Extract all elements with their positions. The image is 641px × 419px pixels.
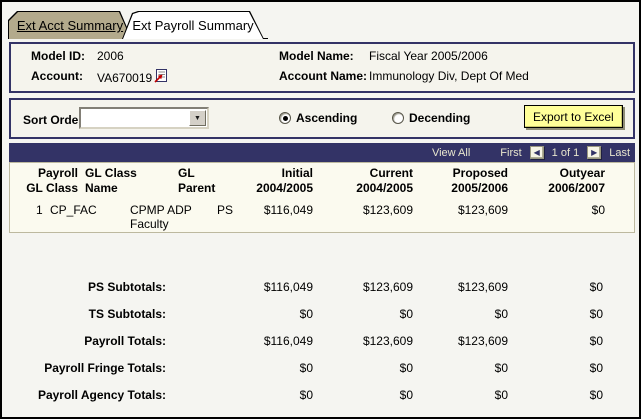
total-current: $123,609 bbox=[362, 334, 413, 348]
total-outyear: $0 bbox=[589, 388, 603, 402]
total-current: $123,609 bbox=[362, 280, 413, 294]
col-header-initial: Initial 2004/2005 bbox=[256, 166, 313, 195]
account-label: Account: bbox=[31, 69, 83, 83]
export-to-excel-button[interactable]: Export to Excel bbox=[524, 105, 623, 128]
account-name-value: Immunology Div, Dept Of Med bbox=[369, 69, 529, 83]
tab-fill bbox=[9, 12, 131, 39]
total-outyear: $0 bbox=[589, 280, 603, 294]
cell-outyear: $0 bbox=[591, 203, 605, 217]
account-value: VA670019 bbox=[97, 70, 153, 85]
ascending-radio[interactable] bbox=[279, 112, 291, 124]
cell-gl-class-name: CPMP ADP Faculty bbox=[130, 203, 192, 231]
total-current: $0 bbox=[399, 388, 413, 402]
total-initial: $0 bbox=[299, 388, 313, 402]
sort-order-select[interactable]: ▼ bbox=[79, 107, 209, 129]
transfer-icon[interactable] bbox=[154, 69, 168, 86]
total-proposed: $123,609 bbox=[457, 334, 508, 348]
total-initial: $116,049 bbox=[263, 334, 313, 348]
col-header-gl-parent: GL Parent bbox=[178, 166, 216, 195]
payroll-grid: Payroll GL Class GL Class Name GL Parent… bbox=[9, 162, 635, 233]
total-label: Payroll Totals: bbox=[84, 334, 166, 348]
account-value-group: VA670019 bbox=[97, 69, 168, 86]
model-id-value: 2006 bbox=[97, 49, 124, 63]
ascending-label: Ascending bbox=[296, 111, 358, 125]
tab-label[interactable]: Ext Acct Summary bbox=[16, 18, 124, 33]
col-header-current: Current 2004/2005 bbox=[356, 166, 413, 195]
total-initial: $0 bbox=[299, 361, 313, 375]
next-page-icon[interactable]: ▶ bbox=[587, 146, 602, 159]
total-initial: $116,049 bbox=[263, 280, 313, 294]
descending-label: Decending bbox=[409, 111, 471, 125]
grid-navigation-bar: View All First ◀ 1 of 1 ▶ Last bbox=[9, 143, 635, 162]
model-info-groupbox: Model ID: 2006 Model Name: Fiscal Year 2… bbox=[9, 42, 635, 93]
payroll-fringe-totals-row: Payroll Fringe Totals: $0 $0 $0 $0 bbox=[9, 361, 635, 376]
payroll-totals-row: Payroll Totals: $116,049 $123,609 $123,6… bbox=[9, 334, 635, 349]
last-link[interactable]: Last bbox=[609, 146, 630, 159]
tab-label[interactable]: Ext Payroll Summary bbox=[132, 18, 254, 33]
tab-ext-acct-summary[interactable]: Ext Acct Summary bbox=[8, 11, 132, 39]
sort-order-label: Sort Order: bbox=[23, 113, 88, 127]
cell-gl-parent: PS bbox=[217, 203, 234, 217]
tab-fill bbox=[123, 12, 263, 39]
col-header-payroll-gl-class: Payroll GL Class bbox=[26, 166, 78, 195]
previous-page-icon[interactable]: ◀ bbox=[529, 146, 544, 159]
view-all-link[interactable]: View All bbox=[431, 146, 471, 159]
first-link[interactable]: First bbox=[500, 146, 522, 159]
total-label: Payroll Agency Totals: bbox=[37, 388, 166, 402]
account-name-label: Account Name: bbox=[279, 69, 368, 83]
ts-subtotals-row: TS Subtotals: $0 $0 $0 $0 bbox=[9, 307, 635, 322]
cell-payroll-gl-class: CP_FAC bbox=[50, 203, 97, 217]
model-name-label: Model Name: bbox=[279, 49, 354, 63]
model-name-value: Fiscal Year 2005/2006 bbox=[369, 49, 488, 63]
col-header-outyear: Outyear 2006/2007 bbox=[548, 166, 605, 195]
total-outyear: $0 bbox=[589, 334, 603, 348]
total-proposed: $0 bbox=[494, 307, 508, 321]
model-id-label: Model ID: bbox=[31, 49, 85, 63]
total-label: TS Subtotals: bbox=[88, 307, 166, 321]
total-current: $0 bbox=[399, 307, 413, 321]
radio-dot bbox=[282, 115, 288, 121]
cell-initial: $116,049 bbox=[263, 203, 313, 217]
col-header-gl-class-name: GL Class Name bbox=[85, 166, 137, 195]
chevron-down-icon[interactable]: ▼ bbox=[189, 110, 206, 126]
total-outyear: $0 bbox=[589, 307, 603, 321]
total-proposed: $123,609 bbox=[457, 280, 508, 294]
total-proposed: $0 bbox=[494, 388, 508, 402]
cell-proposed: $123,609 bbox=[457, 203, 508, 217]
descending-radio[interactable] bbox=[392, 112, 404, 124]
page-position: 1 of 1 bbox=[551, 146, 580, 159]
total-label: PS Subtotals: bbox=[87, 280, 166, 294]
tab-ext-payroll-summary[interactable]: Ext Payroll Summary bbox=[122, 11, 264, 39]
total-outyear: $0 bbox=[589, 361, 603, 375]
total-proposed: $0 bbox=[494, 361, 508, 375]
total-label: Payroll Fringe Totals: bbox=[44, 361, 166, 375]
total-initial: $0 bbox=[299, 307, 313, 321]
total-current: $0 bbox=[399, 361, 413, 375]
payroll-agency-totals-row: Payroll Agency Totals: $0 $0 $0 $0 bbox=[9, 388, 635, 403]
sort-order-groupbox: Sort Order: ▼ Ascending Decending Export… bbox=[9, 98, 635, 139]
ps-subtotals-row: PS Subtotals: $116,049 $123,609 $123,609… bbox=[9, 280, 635, 295]
col-header-proposed: Proposed 2005/2006 bbox=[451, 166, 508, 195]
row-number: 1 bbox=[36, 203, 43, 217]
cell-current: $123,609 bbox=[362, 203, 413, 217]
